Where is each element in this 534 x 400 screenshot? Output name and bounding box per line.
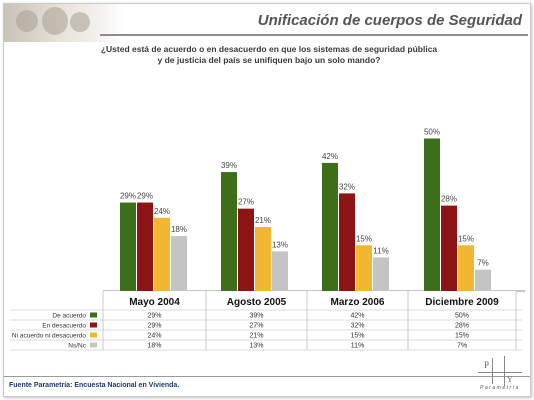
bar-label-3-2: 32%	[339, 182, 355, 191]
bar-label-1-3: 24%	[154, 207, 170, 216]
bar-2-4	[272, 251, 288, 291]
table-cell-4-2: 13%	[249, 343, 263, 350]
table-cell-1-2: 39%	[249, 313, 263, 320]
bar-label-4-2: 28%	[441, 195, 457, 204]
table-cell-2-3: 32%	[350, 323, 364, 330]
bar-4-3	[458, 245, 474, 291]
table-cell-3-3: 15%	[350, 333, 364, 340]
bar-label-2-4: 13%	[272, 240, 288, 249]
bar-label-1-4: 18%	[171, 225, 187, 234]
question-line-1: ¿Usted está de acuerdo o en desacuerdo e…	[100, 44, 438, 54]
legend-swatch-3	[90, 332, 97, 338]
table-cell-2-1: 29%	[147, 323, 161, 330]
legend-swatch-4	[90, 342, 97, 348]
bar-label-1-1: 29%	[120, 192, 136, 201]
bar-4-2	[441, 205, 457, 291]
table-cell-1-1: 29%	[147, 313, 161, 320]
logo-wordmark: Parametría	[480, 385, 520, 391]
header-banner-image	[4, 4, 124, 42]
bar-3-1	[322, 162, 338, 291]
bar-1-3	[154, 217, 170, 291]
bar-1-1	[120, 202, 136, 291]
bar-2-3	[255, 226, 271, 291]
table-cell-4-3: 11%	[351, 343, 365, 350]
bar-label-4-1: 50%	[424, 128, 440, 137]
bar-label-1-2: 29%	[137, 192, 153, 201]
table-cell-4-4: 7%	[457, 343, 467, 350]
source-note: Fuente Parametría: Encuesta Nacional en …	[9, 382, 180, 389]
legend-swatch-2	[90, 322, 97, 328]
bar-label-3-3: 15%	[356, 234, 372, 243]
bar-label-2-1: 39%	[221, 161, 237, 170]
table-cell-1-4: 50%	[455, 313, 469, 320]
survey-question: ¿Usted está de acuerdo o en desacuerdo e…	[44, 44, 494, 66]
bar-3-2	[339, 193, 355, 291]
legend-label-3: Ni acuerdo ni desacuerdo	[12, 333, 86, 340]
table-header-3: Marzo 2006	[331, 297, 385, 308]
bar-label-4-3: 15%	[458, 234, 474, 243]
question-line-2: y de justicia del país se unifiquen bajo…	[157, 55, 381, 65]
bar-2-1	[221, 172, 237, 291]
table-cell-2-4: 28%	[455, 323, 469, 330]
bar-1-2	[137, 202, 153, 291]
table-cell-3-2: 21%	[249, 333, 263, 340]
legend-label-4: Ns/Nc	[68, 343, 86, 350]
bar-4-4	[475, 269, 491, 291]
bar-label-3-4: 11%	[373, 246, 388, 255]
bar-2-2	[238, 208, 254, 291]
bar-label-3-1: 42%	[322, 152, 338, 161]
table-cell-4-1: 18%	[147, 343, 161, 350]
bar-label-2-3: 21%	[255, 216, 271, 225]
svg-text:Y: Y	[507, 375, 513, 384]
bar-1-4	[171, 236, 187, 291]
legend-swatch-1	[90, 312, 97, 318]
table-header-4: Diciembre 2009	[425, 297, 499, 308]
page-title: Unificación de cuerpos de Seguridad	[257, 12, 522, 29]
header-divider	[100, 34, 528, 36]
bar-3-4	[373, 257, 389, 291]
footer-divider	[4, 376, 530, 377]
slide-frame: Unificación de cuerpos de Seguridad ¿Ust…	[3, 3, 531, 397]
legend-label-1: De acuerdo	[52, 313, 86, 320]
bar-4-1	[424, 138, 440, 291]
bar-label-2-2: 27%	[238, 198, 254, 207]
table-cell-3-1: 24%	[147, 333, 161, 340]
table-cell-3-4: 15%	[455, 333, 469, 340]
table-header-1: Mayo 2004	[129, 297, 180, 308]
legend-label-2: En desacuerdo	[42, 323, 86, 330]
parametria-logo: P Y	[478, 356, 522, 386]
bar-label-4-4: 7%	[477, 259, 489, 268]
table-cell-1-3: 42%	[350, 313, 364, 320]
svg-text:P: P	[484, 360, 489, 370]
bar-3-3	[356, 245, 372, 291]
table-cell-2-2: 27%	[249, 323, 263, 330]
table-header-2: Agosto 2005	[227, 297, 287, 308]
